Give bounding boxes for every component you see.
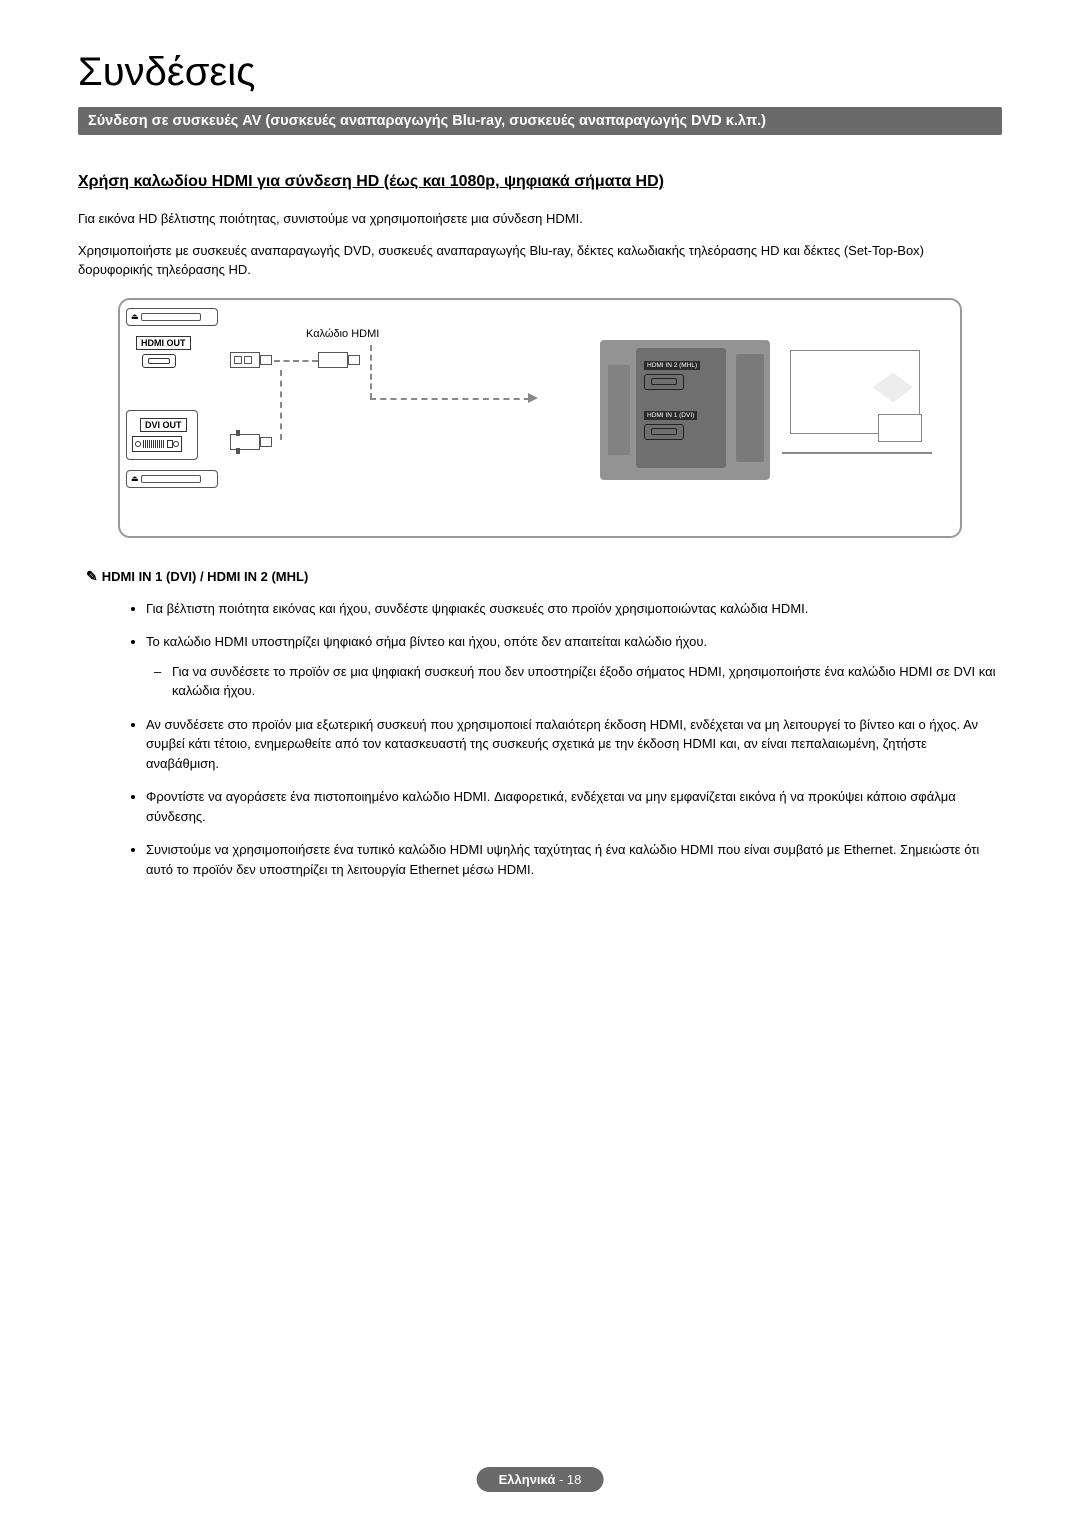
tv-side-panel [736,354,764,462]
list-item-text: Το καλώδιο HDMI υποστηρίζει ψηφιακό σήμα… [146,634,707,649]
footer-language: Ελληνικά [499,1472,556,1487]
note-heading: ✎ HDMI IN 1 (DVI) / HDMI IN 2 (MHL) [86,568,1002,585]
disc-slot-icon [141,313,201,321]
dvi-device-box [126,410,198,460]
monitor-base [878,414,922,442]
tv-back-panel: HDMI IN 2 (MHL) HDMI IN 1 (DVI) [600,340,770,480]
list-item: Συνιστούμε να χρησιμοποιήσετε ένα τυπικό… [146,840,1002,879]
source-device-bottom: ⏏ [126,470,218,488]
monitor-front [790,350,940,468]
list-item: Αν συνδέσετε στο προϊόν μια εξωτερική συ… [146,715,1002,774]
tv-port-panel: HDMI IN 2 (MHL) HDMI IN 1 (DVI) [636,348,726,468]
sub-list-item: Για να συνδέσετε το προϊόν σε μια ψηφιακ… [172,662,998,701]
cable-line [370,398,530,400]
source-device-top: ⏏ [126,308,218,326]
cable-line [280,370,282,440]
hdmi-plug-icon [318,348,362,372]
list-item: Φροντίστε να αγοράσετε ένα πιστοποιημένο… [146,787,1002,826]
footer-pill: Ελληνικά - 18 [477,1467,604,1492]
list-item: Το καλώδιο HDMI υποστηρίζει ψηφιακό σήμα… [146,632,1002,701]
connection-diagram: ⏏ HDMI OUT DVI OUT ⏏ Καλώδιο HDMI [118,298,962,538]
cable-label: Καλώδιο HDMI [306,328,379,340]
sub-heading: Χρήση καλωδίου HDMI για σύνδεση HD (έως … [78,173,1002,191]
list-item: Για βέλτιστη ποιότητα εικόνας και ήχου, … [146,599,1002,619]
paragraph-intro-2: Χρησιμοποιήστε με συσκευές αναπαραγωγής … [78,241,1002,280]
sub-list: Για να συνδέσετε το προϊόν σε μια ψηφιακ… [146,662,998,701]
hdmi-plug-icon [230,348,274,372]
footer-page-number: 18 [567,1472,581,1487]
paragraph-intro-1: Για εικόνα HD βέλτιστης ποιότητας, συνισ… [78,209,1002,229]
hdmi-in-1-label: HDMI IN 1 (DVI) [644,411,697,420]
note-icon: ✎ [86,568,98,585]
hdmi-out-label: HDMI OUT [136,336,191,350]
section-heading-bar: Σύνδεση σε συσκευές AV (συσκευές αναπαρα… [78,107,1002,135]
eject-icon: ⏏ [131,312,139,321]
hdmi-in-2-port-icon [644,374,684,390]
hdmi-in-1-port-icon [644,424,684,440]
page-footer: Ελληνικά - 18 [477,1467,604,1492]
dvi-plug-icon [230,430,274,454]
cable-line [274,360,318,362]
eject-icon: ⏏ [131,474,139,483]
disc-slot-icon [141,475,201,483]
hdmi-out-port-icon [142,354,176,368]
note-heading-text: HDMI IN 1 (DVI) / HDMI IN 2 (MHL) [102,569,309,584]
cable-line [370,345,372,399]
bullet-list: Για βέλτιστη ποιότητα εικόνας και ήχου, … [78,599,1002,880]
footer-sep: - [555,1472,567,1487]
reflection-icon [873,373,913,403]
arrow-icon [528,393,538,403]
page-title: Συνδέσεις [78,50,1002,95]
hdmi-in-2-label: HDMI IN 2 (MHL) [644,361,700,370]
tv-side-panel [608,365,630,455]
monitor-stand [782,452,932,454]
